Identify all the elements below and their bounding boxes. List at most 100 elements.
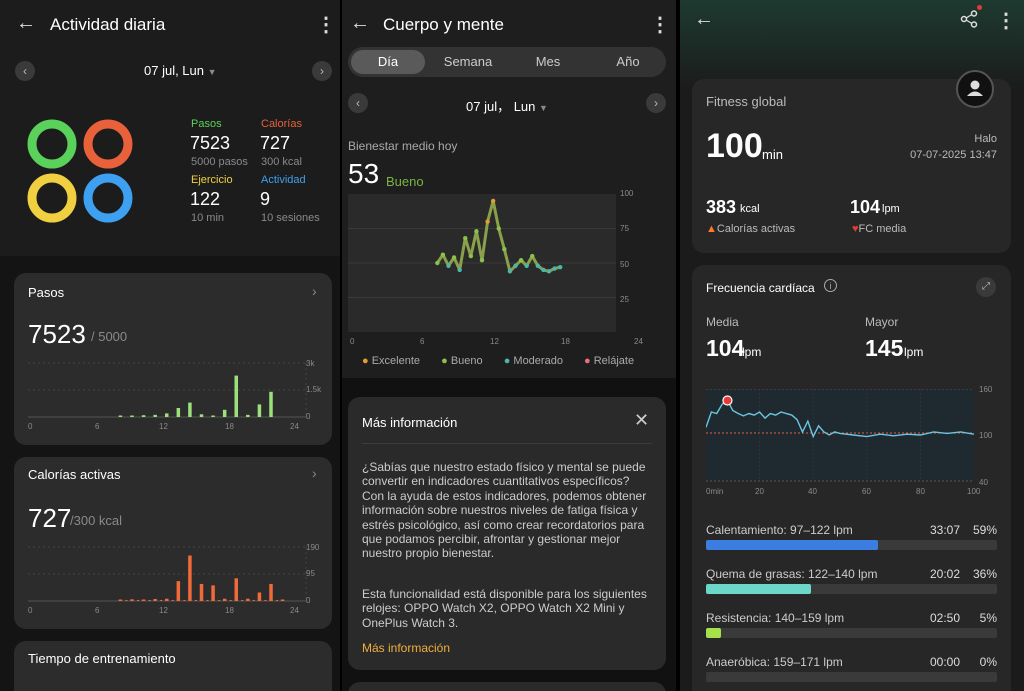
bar [222,409,227,417]
bar [269,583,273,601]
x-tick: 6 [420,337,425,346]
legend-good: Bueno [450,355,483,367]
back-arrow-icon[interactable]: ← [16,12,36,34]
summary-card: Fitness global 100 min Halo 07-07-2025 1… [692,70,1011,253]
tab-day[interactable]: Día [377,54,399,69]
back-arrow-icon[interactable]: ← [350,12,370,34]
media-value: 104 [706,335,745,361]
more-options-icon[interactable]: ⋮ [650,14,670,36]
data-point [440,252,446,257]
tab-month[interactable]: Mes [535,54,561,69]
exercise-value: 122 [190,189,221,209]
bar [211,415,215,417]
zone-time: 00:00 [930,655,961,669]
bar [269,391,273,417]
y-tick: 100 [620,189,634,198]
y-tick: 75 [620,224,629,233]
bar [118,599,123,601]
close-icon[interactable]: ✕ [634,410,650,430]
zone-time: 20:02 [930,567,961,581]
bar [188,555,192,601]
back-arrow-icon[interactable]: ← [694,8,714,30]
zone-bar [706,540,997,550]
date-selector[interactable]: 07 jul， Lun ▼ [466,99,548,114]
tab-year[interactable]: Año [616,54,640,69]
hr-title: Frecuencia cardíaca [706,281,815,295]
steps-card[interactable]: Pasos › 7523 / 5000 3k 1.5k 0 0 6 12 18 … [14,273,332,445]
bar [246,414,250,417]
bar [153,599,157,601]
wellbeing-chart [348,194,616,332]
bar [199,414,204,417]
data-point [541,267,546,273]
next-day-button[interactable]: › [312,61,332,81]
data-point [518,258,524,263]
data-point [479,258,485,263]
fitness-label: Fitness global [706,94,787,109]
max-value: 145 [865,335,904,361]
card-title: Pasos [28,285,65,300]
bar [165,413,169,417]
data-point [435,260,440,266]
date-selector[interactable]: 07 jul, Lun ▼ [144,63,217,78]
wellbeing-value: 53 [348,158,380,189]
info-title: Más información [362,415,458,430]
zone-bar [706,628,997,638]
x-tick: 18 [225,422,234,431]
workout-type: Halo [974,133,997,145]
x-tick: 40 [808,487,817,496]
prev-day-button[interactable]: ‹ [348,93,368,113]
zone-percent: 36% [972,567,997,581]
x-tick: 12 [159,422,168,431]
x-tick: 24 [290,606,299,615]
data-point [474,229,479,234]
share-icon[interactable] [960,10,978,28]
prev-day-button[interactable]: ‹ [15,61,35,81]
y-tick: 160 [979,385,993,394]
bar [165,598,169,601]
data-point [546,269,552,274]
avatar[interactable] [956,70,994,108]
bar [234,578,238,601]
data-point [463,235,468,241]
calories-value: 727 [260,133,291,153]
bar [257,404,262,417]
bar [188,402,192,417]
x-tick: 6 [95,606,100,615]
tab-week[interactable]: Semana [443,54,493,69]
x-tick: 6 [95,422,100,431]
calories-goal: /300 kcal [70,513,123,528]
data-point [485,219,490,224]
bar [280,599,285,601]
zone-time: 02:50 [930,611,961,625]
body-mind-screen: ← Cuerpo y mente ⋮ Día Semana Mes Año ‹ … [342,0,676,691]
wellbeing-label: Bienestar medio hoy [348,139,458,153]
zone-bar-fill [706,628,721,638]
y-tick: 3k [306,359,315,368]
zone-bar-fill [706,584,811,594]
more-options-icon[interactable]: ⋮ [316,14,336,36]
expand-icon[interactable]: ⤢ [976,277,996,297]
more-info-link[interactable]: Más información [362,641,451,655]
next-day-button[interactable]: › [646,93,666,113]
info-icon[interactable]: i [824,279,837,292]
steps-chart [28,362,307,418]
training-time-card[interactable]: Tiempo de entrenamiento [14,641,332,691]
zone-bar [706,672,997,682]
exercise-goal: 10 min [191,212,225,224]
more-options-icon[interactable]: ⋮ [996,10,1016,32]
active-calories-card[interactable]: Calorías activas › 727 /300 kcal 190 95 … [14,457,332,629]
activity-value: 9 [260,189,271,209]
data-point [552,266,557,271]
info-paragraph: ¿Sabías que nuestro estado físico y ment… [362,460,647,561]
x-tick: 24 [290,422,299,431]
data-point [535,263,541,268]
calories-goal: 300 kcal [261,156,302,168]
x-tick: 60 [862,487,871,496]
chevron-right-icon: › [312,465,317,481]
steps-ring [27,119,77,169]
max-unit: lpm [904,345,924,359]
chart-legend: ● Excelente ● Bueno ● Moderado ● Relájat… [362,355,635,367]
heart-icon: ♥ [852,223,859,235]
exercise-label: Ejercicio [191,174,233,186]
